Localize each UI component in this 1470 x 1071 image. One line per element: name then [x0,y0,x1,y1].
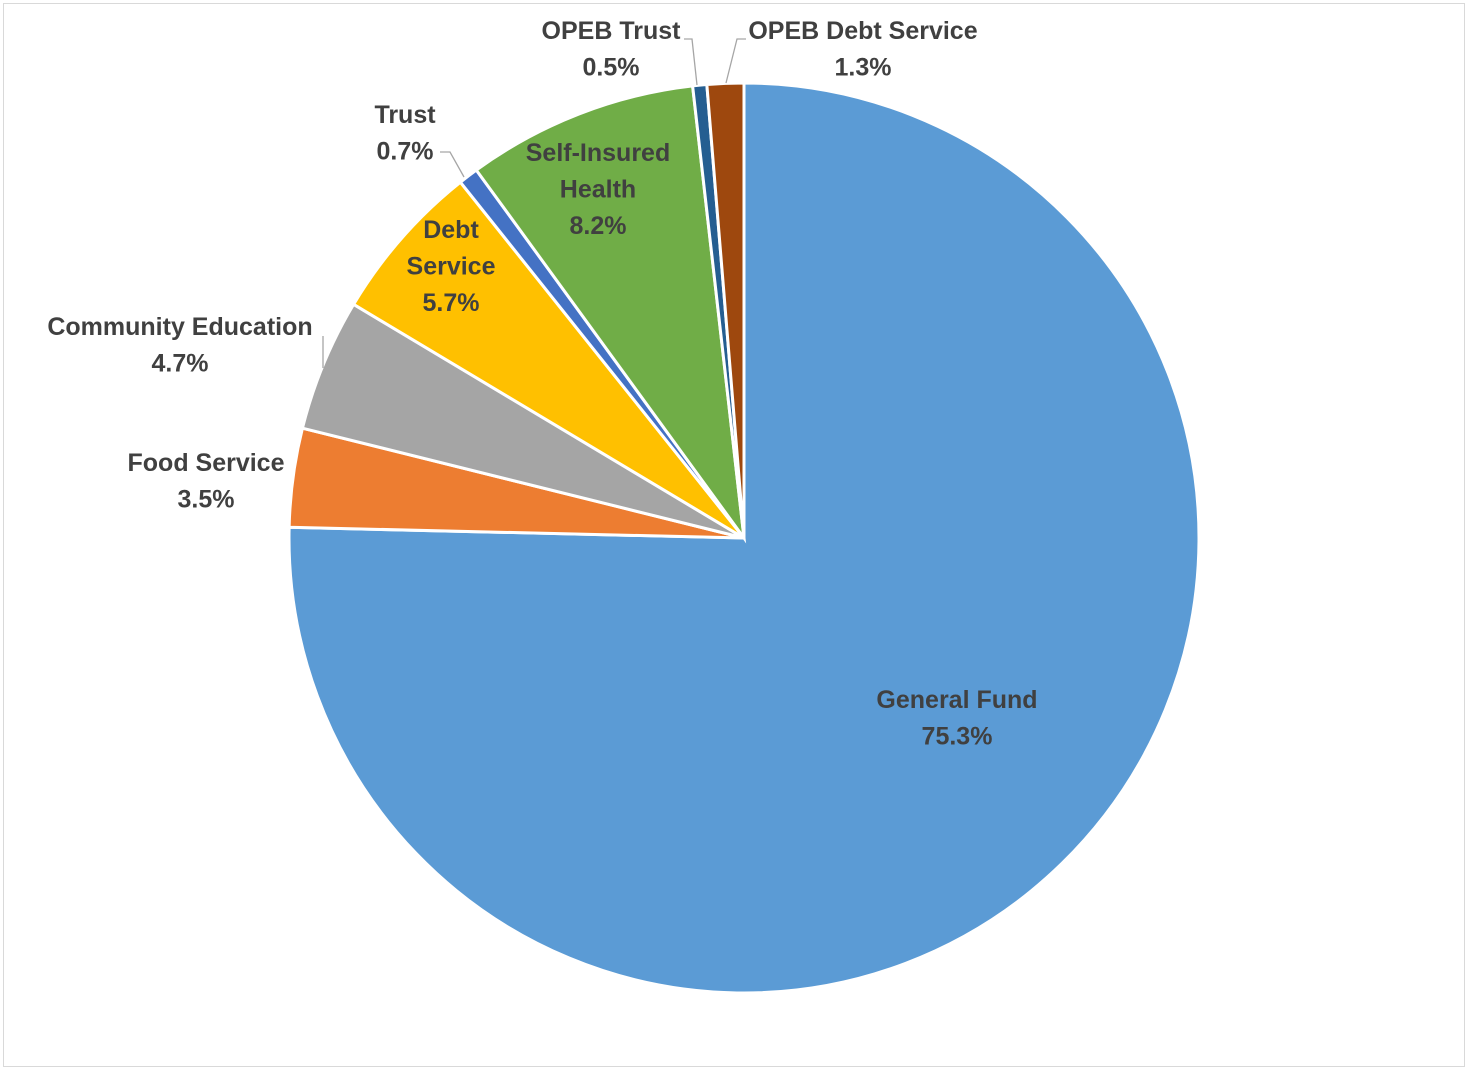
leader-line-opeb-debt-service [725,38,746,84]
data-label-community-education: Community Education 4.7% [47,313,312,378]
slice-name-food-service: Food Service [128,449,285,477]
slice-value-general-fund: 75.3% [922,723,993,751]
slice-name-debt-service: Service [407,252,496,280]
slice-value-opeb-debt-service: 1.3% [835,54,892,82]
leader-line-opeb-trust [684,38,698,86]
slice-value-self-insured-health: 8.2% [570,212,627,240]
data-label-trust: Trust 0.7% [374,101,436,166]
slice-name-community-education: Community Education [47,313,312,341]
slice-value-community-education: 4.7% [152,350,209,378]
slice-name-debt-service: Debt [423,216,479,244]
slice-name-trust: Trust [374,101,436,129]
slice-name-opeb-trust: OPEB Trust [542,17,682,45]
slice-name-self-insured-health: Self-Insured [526,139,670,167]
slice-self-insured-health [474,84,747,544]
data-label-opeb-trust: OPEB Trust 0.5% [542,17,682,82]
data-label-food-service: Food Service 3.5% [128,449,285,514]
leader-line-trust [440,151,465,178]
slice-value-debt-service: 5.7% [423,289,480,317]
slice-name-general-fund: General Fund [876,686,1037,714]
data-label-self-insured-health: Self-Insured Health 8.2% [526,139,670,240]
slice-value-food-service: 3.5% [178,486,235,514]
slice-opeb-debt-service [705,81,746,539]
slice-general-fund [287,81,1201,995]
slice-debt-service [351,180,746,540]
slice-value-opeb-trust: 0.5% [583,54,640,82]
data-label-opeb-debt-service: OPEB Debt Service 1.3% [748,17,977,82]
data-label-debt-service: Debt Service 5.7% [407,216,496,317]
data-label-general-fund: General Fund 75.3% [876,686,1037,751]
slice-name-self-insured-health: Health [560,175,636,203]
slice-value-trust: 0.7% [377,138,434,166]
slice-name-opeb-debt-service: OPEB Debt Service [748,17,977,45]
